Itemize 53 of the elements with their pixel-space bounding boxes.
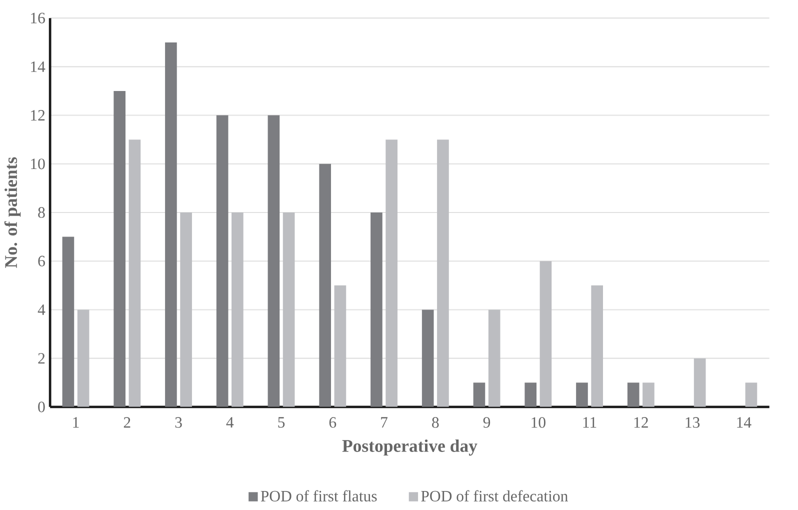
bar xyxy=(114,90,126,407)
bar xyxy=(282,212,295,407)
bar xyxy=(694,358,706,407)
x-axis-title: Postoperative day xyxy=(342,439,478,456)
x-tick-label: 5 xyxy=(278,416,285,428)
legend-label: POD of first flatus xyxy=(260,490,377,502)
y-tick-label: 10 xyxy=(31,158,45,170)
y-tick-label: 4 xyxy=(38,304,46,315)
x-tick-label: 4 xyxy=(226,416,234,428)
bar xyxy=(268,115,280,407)
x-tick-label: 1 xyxy=(73,416,79,428)
y-tick-label: 2 xyxy=(38,352,45,364)
x-tick-label: 3 xyxy=(175,416,182,428)
bar xyxy=(642,382,654,407)
bar xyxy=(524,382,537,407)
y-tick-label: 16 xyxy=(31,12,45,24)
x-tick-label: 7 xyxy=(381,416,388,428)
y-tick-label: 14 xyxy=(31,61,46,72)
bar xyxy=(745,382,758,407)
x-tick-label: 6 xyxy=(329,416,336,428)
x-tick-label: 9 xyxy=(483,416,490,428)
bar xyxy=(62,236,74,407)
x-tick-label: 11 xyxy=(583,416,596,428)
bar xyxy=(319,164,332,407)
y-axis-title: No. of patients xyxy=(4,157,21,268)
bar xyxy=(473,382,486,407)
bar xyxy=(437,139,449,407)
y-tick-label: 0 xyxy=(38,401,45,412)
bar xyxy=(386,139,398,407)
y-tick-label: 6 xyxy=(38,256,45,266)
bar xyxy=(180,212,192,407)
bar xyxy=(627,382,640,407)
x-tick-label: 2 xyxy=(124,416,130,428)
bar xyxy=(370,212,382,407)
bar xyxy=(77,310,90,407)
x-tick-label: 10 xyxy=(532,416,546,428)
x-tick-label: 12 xyxy=(634,416,648,428)
bar xyxy=(422,310,434,407)
y-tick-label: 8 xyxy=(38,206,45,218)
bar xyxy=(232,212,244,407)
x-tick-label: 8 xyxy=(432,416,439,428)
bar xyxy=(576,382,588,407)
bar xyxy=(488,310,500,407)
x-tick-label: 14 xyxy=(737,416,752,428)
bar xyxy=(216,115,228,407)
bar xyxy=(334,285,346,407)
bar xyxy=(128,139,141,407)
y-tick-label: 12 xyxy=(31,110,45,120)
legend-label: POD of first defecation xyxy=(421,490,568,502)
bar xyxy=(540,260,552,407)
x-tick-label: 13 xyxy=(686,416,700,428)
bar xyxy=(165,42,177,407)
bar xyxy=(591,285,603,407)
